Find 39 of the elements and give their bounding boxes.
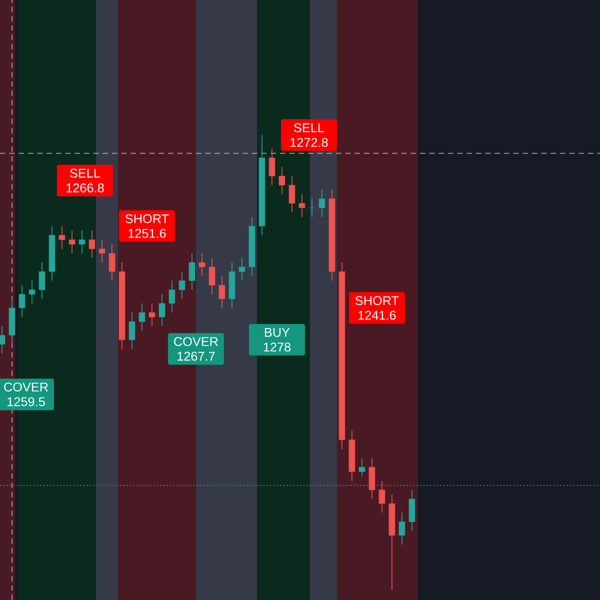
candlestick — [268, 148, 276, 186]
candlestick — [138, 303, 146, 332]
candlestick — [128, 312, 136, 350]
candlestick — [98, 239, 106, 263]
annotation: COVER 1259.5 — [4, 382, 48, 406]
candlestick — [278, 166, 286, 195]
candlestick — [378, 480, 386, 514]
candlestick — [28, 280, 36, 304]
candlestick — [218, 276, 226, 308]
candlestick — [108, 244, 116, 282]
candlestick — [288, 176, 296, 213]
candlestick — [78, 230, 86, 254]
annotation: SELL 1272.8 — [290, 123, 328, 147]
candlestick — [148, 303, 156, 327]
candlestick — [0, 326, 6, 354]
annotation: COVER 1267.7 — [174, 337, 218, 361]
candlestick — [408, 490, 416, 532]
candlestick — [188, 252, 196, 290]
candlestick — [88, 230, 96, 258]
candlestick — [158, 294, 166, 327]
annotation: SELL 1266.8 — [66, 168, 104, 192]
candlestick — [318, 189, 326, 218]
candlestick — [58, 226, 66, 250]
candlestick — [18, 284, 26, 318]
candlestick — [398, 512, 406, 545]
candlestick — [198, 252, 206, 277]
candlestick — [168, 280, 176, 313]
candlestick — [208, 258, 216, 295]
annotation: SHORT 1251.6 — [126, 214, 169, 238]
annotation: BUY 1278 — [264, 328, 291, 352]
candlestick — [238, 258, 246, 282]
candlestick — [178, 271, 186, 300]
candlestick — [38, 262, 46, 300]
candlestick — [68, 230, 76, 254]
candlestick — [358, 458, 366, 477]
candlestick — [368, 458, 376, 500]
candlestick — [308, 198, 316, 218]
candlestick — [298, 194, 306, 218]
annotation: SHORT 1241.6 — [355, 296, 399, 320]
